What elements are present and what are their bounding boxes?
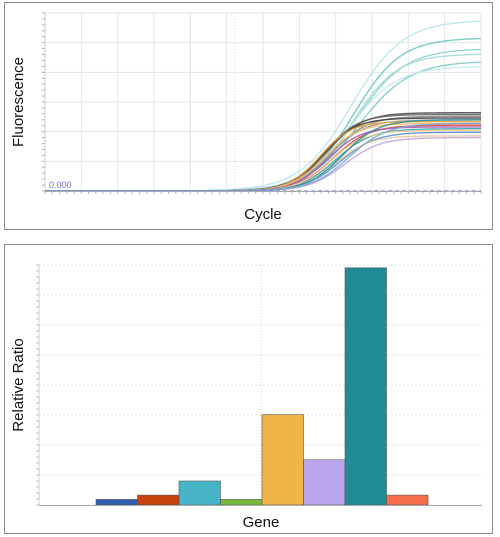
- threshold-label: 0.000: [49, 180, 72, 190]
- amplification-grid: [44, 12, 482, 192]
- bar-8[interactable]: [386, 494, 429, 506]
- ratio-bars: [95, 267, 429, 506]
- x-axis-title: Cycle: [244, 206, 282, 223]
- bar-3[interactable]: [178, 480, 221, 506]
- relative-ratio-chart-panel: Gene Relative Ratio: [4, 244, 493, 534]
- amplification-chart: 0.000 Cycle Fluorescence: [10, 12, 482, 223]
- x-axis-title: Gene: [243, 514, 280, 531]
- ratio-ticks: [36, 264, 39, 506]
- bar-2[interactable]: [137, 494, 180, 506]
- bar-7[interactable]: [344, 267, 387, 506]
- amplification-chart-panel: 0.000 Cycle Fluorescence: [4, 2, 493, 230]
- ratio-grid: [38, 264, 482, 506]
- relative-ratio-chart: Gene Relative Ratio: [10, 264, 482, 531]
- bar-1[interactable]: [95, 499, 138, 506]
- bar-4[interactable]: [220, 499, 263, 506]
- bar-6[interactable]: [303, 459, 346, 506]
- bar-5[interactable]: [261, 414, 304, 506]
- amplification-ticks: [42, 12, 482, 194]
- y-axis-title: Fluorescence: [10, 57, 27, 147]
- y-axis-title: Relative Ratio: [10, 338, 27, 431]
